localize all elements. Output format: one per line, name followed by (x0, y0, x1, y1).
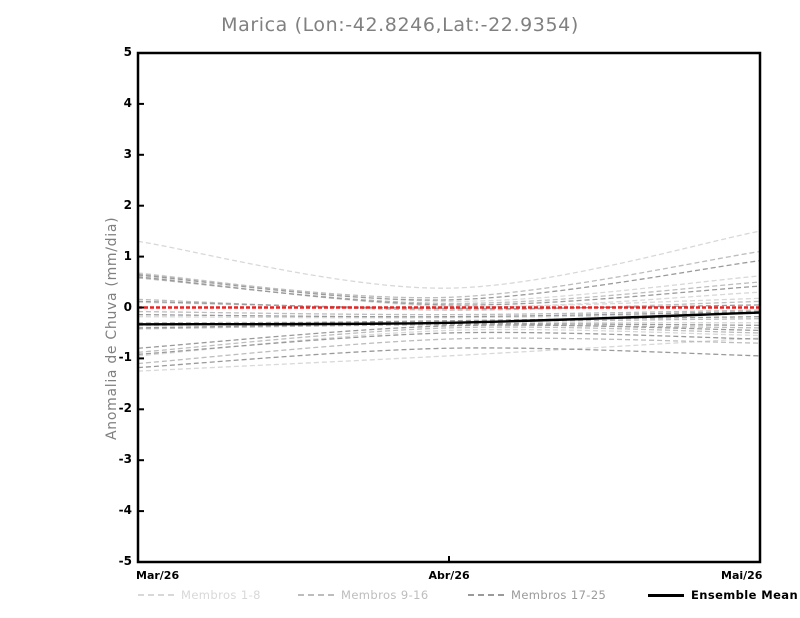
member-line (137, 337, 761, 372)
axis-frame (136, 51, 762, 564)
y-tick-label: 2 (123, 197, 132, 212)
legend-label: Membros 1-8 (181, 588, 261, 602)
legend-label: Membros 17-25 (511, 588, 607, 602)
x-tick-label: Mar/26 (136, 569, 180, 582)
member-line (137, 310, 761, 318)
series-layer (137, 230, 761, 372)
page-title: Marica (Lon:-42.8246,Lat:-22.9354) (221, 14, 579, 36)
y-tick-label: 5 (123, 45, 132, 59)
member-line (137, 347, 761, 369)
member-line (137, 324, 761, 330)
legend-dashed-line-icon (468, 594, 504, 596)
y-tick-label: -3 (118, 452, 132, 467)
member-line (137, 230, 761, 289)
y-tick-label: 3 (123, 146, 132, 161)
y-tick-label: 1 (123, 248, 132, 263)
member-line (137, 309, 761, 316)
legend-solid-line-icon (648, 593, 684, 597)
legend-dashed-line-icon (298, 594, 334, 596)
member-line (137, 260, 761, 301)
legend-item: Ensemble Mean (648, 586, 798, 604)
member-line (137, 298, 761, 311)
member-line (137, 276, 761, 306)
legend-dashed-line-icon (138, 594, 174, 596)
legend-item: Membros 1-8 (138, 586, 261, 604)
member-line (137, 326, 761, 353)
legend-item: Membros 9-16 (298, 586, 429, 604)
ensemble-mean-line (137, 311, 761, 326)
y-tick-label: -2 (118, 401, 132, 416)
y-tick-label: 4 (123, 95, 132, 110)
member-line (137, 250, 761, 299)
y-tick-label: -4 (118, 503, 132, 518)
member-line (137, 318, 761, 324)
y-tick-label: 0 (123, 299, 132, 314)
legend-label: Ensemble Mean (691, 588, 799, 602)
member-line (137, 337, 761, 365)
x-tick-label: Mai/26 (721, 569, 763, 582)
y-tick-label: -5 (118, 554, 132, 568)
legend-item: Membros 17-25 (468, 586, 606, 604)
y-tick-label: -1 (118, 350, 132, 365)
chart-legend: Membros 1-8 Membros 9-16 Membros 17-25 Ense… (138, 586, 798, 606)
x-tick-label: Abr/26 (428, 569, 470, 582)
member-line (137, 331, 761, 355)
member-line (137, 300, 761, 310)
legend-label: Membros 9-16 (341, 588, 429, 602)
member-line (137, 323, 761, 329)
member-line (137, 324, 761, 349)
